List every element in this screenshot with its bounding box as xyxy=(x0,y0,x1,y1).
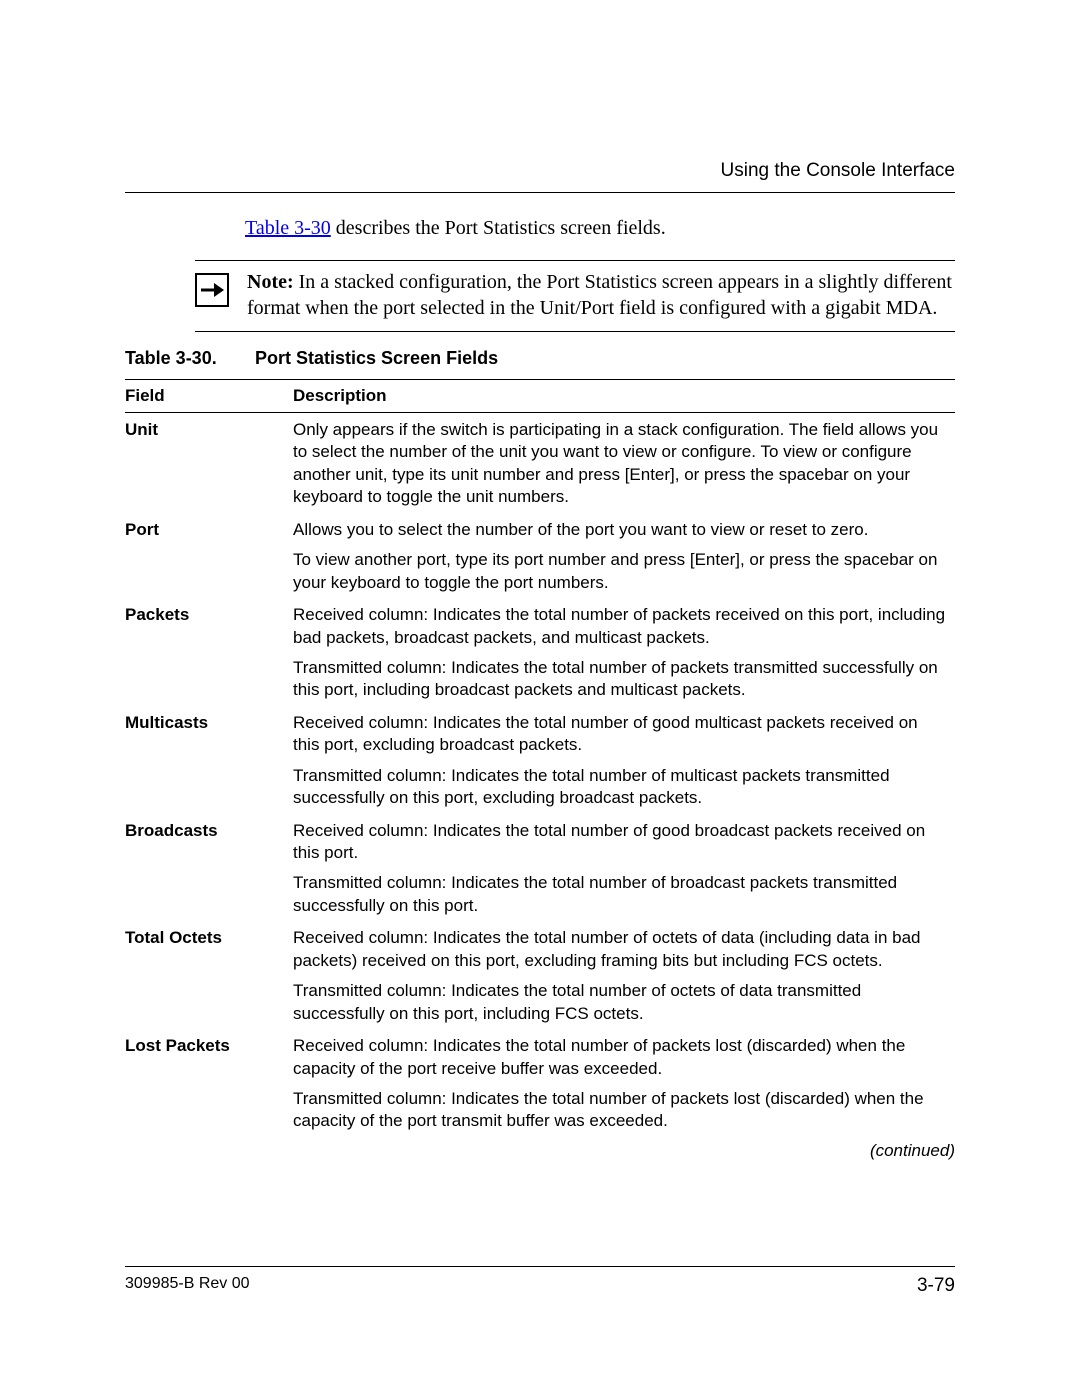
running-header: Using the Console Interface xyxy=(125,160,955,182)
field-name: Port xyxy=(125,513,293,598)
field-description: Only appears if the switch is participat… xyxy=(293,413,955,513)
arrow-right-icon xyxy=(195,273,229,307)
header-rule xyxy=(125,192,955,193)
field-description: Allows you to select the number of the p… xyxy=(293,513,955,598)
field-name: Packets xyxy=(125,598,293,706)
description-paragraph: Allows you to select the number of the p… xyxy=(293,519,947,541)
page: Using the Console Interface Table 3-30 d… xyxy=(0,0,1080,1397)
table-row: BroadcastsReceived column: Indicates the… xyxy=(125,814,955,922)
field-name: Lost Packets xyxy=(125,1029,293,1137)
note-block: Note: In a stacked configuration, the Po… xyxy=(195,260,955,332)
intro-rest: describes the Port Statistics screen fie… xyxy=(331,217,666,239)
table-row: UnitOnly appears if the switch is partic… xyxy=(125,413,955,513)
table-title: Port Statistics Screen Fields xyxy=(255,348,498,368)
description-paragraph: Received column: Indicates the total num… xyxy=(293,712,947,757)
col-header-description: Description xyxy=(293,380,955,413)
fields-table: Field Description UnitOnly appears if th… xyxy=(125,379,955,1137)
field-name: Multicasts xyxy=(125,706,293,814)
page-number: 3-79 xyxy=(917,1275,955,1297)
description-paragraph: Transmitted column: Indicates the total … xyxy=(293,1088,947,1133)
description-paragraph: Transmitted column: Indicates the total … xyxy=(293,765,947,810)
description-paragraph: Transmitted column: Indicates the total … xyxy=(293,657,947,702)
note-body-text: In a stacked configuration, the Port Sta… xyxy=(247,271,952,319)
table-reference-link[interactable]: Table 3-30 xyxy=(245,217,331,239)
description-paragraph: To view another port, type its port numb… xyxy=(293,549,947,594)
description-paragraph: Received column: Indicates the total num… xyxy=(293,820,947,865)
note-rule-bottom xyxy=(195,331,955,332)
table-caption: Table 3-30.Port Statistics Screen Fields xyxy=(125,348,955,369)
field-name: Total Octets xyxy=(125,921,293,1029)
field-description: Received column: Indicates the total num… xyxy=(293,1029,955,1137)
description-paragraph: Received column: Indicates the total num… xyxy=(293,604,947,649)
description-paragraph: Received column: Indicates the total num… xyxy=(293,1035,947,1080)
col-header-field: Field xyxy=(125,380,293,413)
table-row: PacketsReceived column: Indicates the to… xyxy=(125,598,955,706)
note-text: Note: In a stacked configuration, the Po… xyxy=(247,269,955,321)
page-footer: 309985-B Rev 00 3-79 xyxy=(125,1266,955,1297)
table-row: PortAllows you to select the number of t… xyxy=(125,513,955,598)
field-name: Unit xyxy=(125,413,293,513)
intro-paragraph: Table 3-30 describes the Port Statistics… xyxy=(245,215,955,242)
note-label: Note: xyxy=(247,271,294,293)
table-number: Table 3-30. xyxy=(125,348,255,369)
table-row: MulticastsReceived column: Indicates the… xyxy=(125,706,955,814)
description-paragraph: Only appears if the switch is participat… xyxy=(293,419,947,509)
continued-label: (continued) xyxy=(125,1141,955,1161)
field-description: Received column: Indicates the total num… xyxy=(293,598,955,706)
field-description: Received column: Indicates the total num… xyxy=(293,706,955,814)
description-paragraph: Received column: Indicates the total num… xyxy=(293,927,947,972)
table-row: Total OctetsReceived column: Indicates t… xyxy=(125,921,955,1029)
table-row: Lost PacketsReceived column: Indicates t… xyxy=(125,1029,955,1137)
footer-rule xyxy=(125,1266,955,1267)
description-paragraph: Transmitted column: Indicates the total … xyxy=(293,980,947,1025)
field-description: Received column: Indicates the total num… xyxy=(293,921,955,1029)
field-description: Received column: Indicates the total num… xyxy=(293,814,955,922)
doc-id: 309985-B Rev 00 xyxy=(125,1275,250,1297)
field-name: Broadcasts xyxy=(125,814,293,922)
description-paragraph: Transmitted column: Indicates the total … xyxy=(293,872,947,917)
